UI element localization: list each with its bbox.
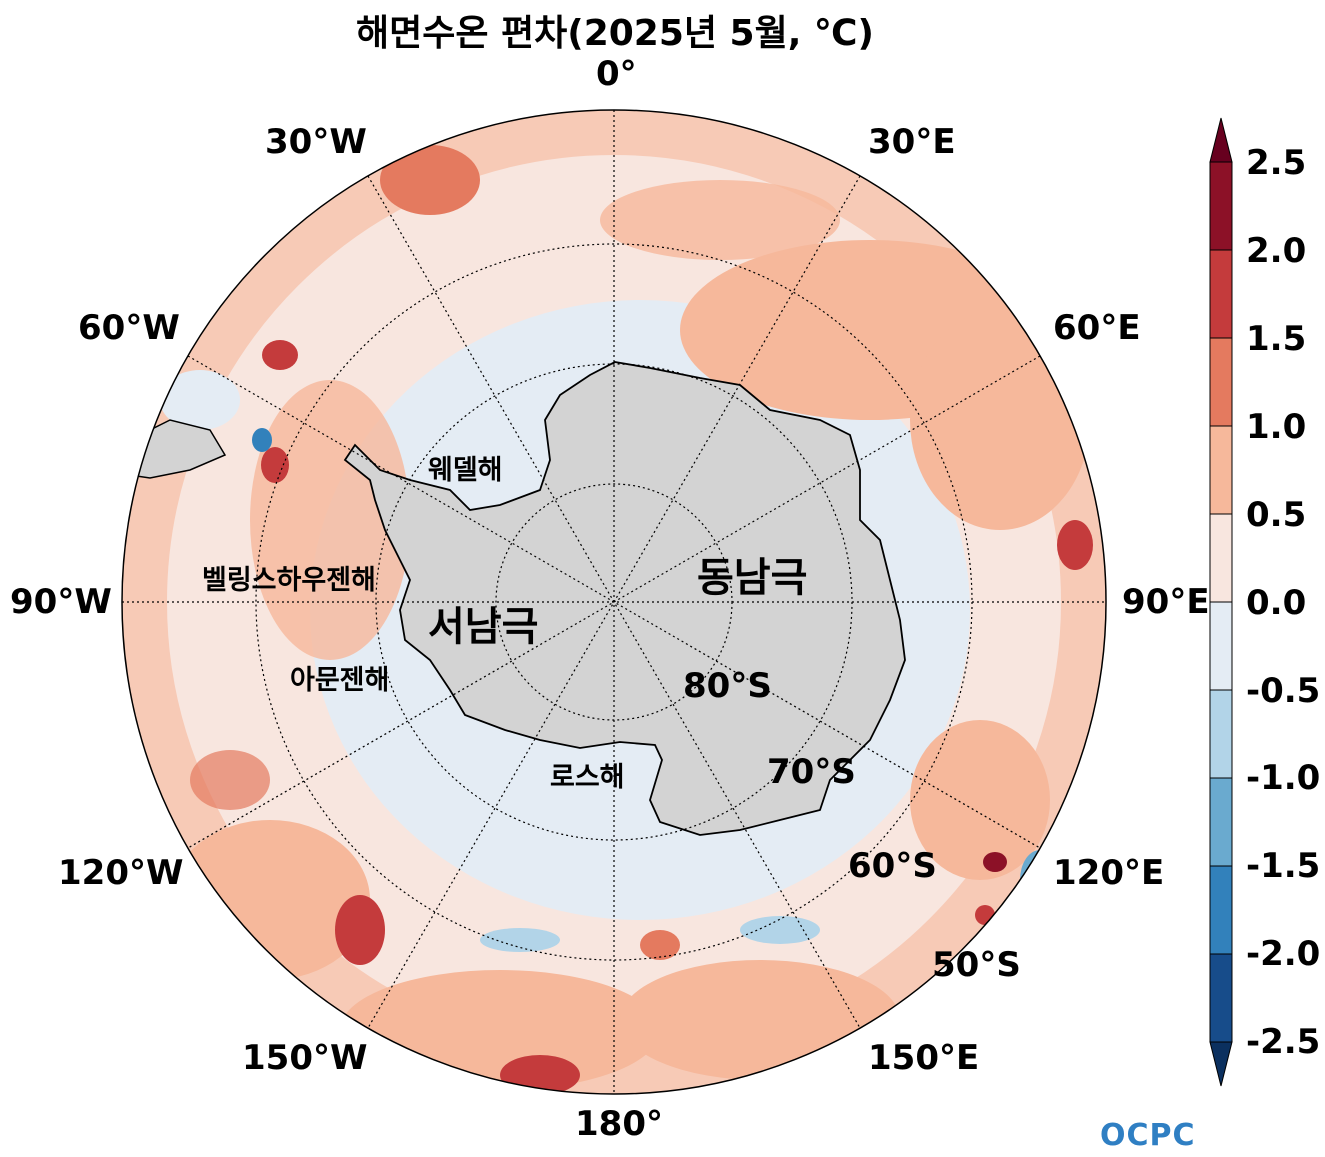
lat-label-50s: 50°S <box>932 945 1021 985</box>
lon-label-180: 180° <box>575 1104 663 1144</box>
weddell-sea-label: 웨델해 <box>428 455 503 486</box>
colorbar-bin <box>1209 777 1233 867</box>
colorbar <box>1209 117 1233 1087</box>
colorbar-tick: 1.5 <box>1246 319 1307 359</box>
antarctica-land <box>343 361 906 836</box>
ocpc-logo: OCPC <box>1100 1118 1196 1153</box>
colorbar-bin <box>1209 689 1233 779</box>
lat-label-70s: 70°S <box>767 752 856 792</box>
colorbar-bin <box>1209 953 1233 1043</box>
lon-label-60e: 60°E <box>1053 308 1141 348</box>
colorbar-tick: -2.5 <box>1246 1022 1321 1062</box>
polar-map <box>121 109 1107 1095</box>
colorbar-bin <box>1209 601 1233 691</box>
lon-label-90e: 90°E <box>1122 582 1210 622</box>
amundsen-sea-label: 아문젠해 <box>290 665 390 696</box>
lon-label-90w: 90°W <box>10 582 112 622</box>
lat-label-80s: 80°S <box>683 666 772 706</box>
colorbar-tick: 0.0 <box>1246 583 1307 623</box>
lon-label-30w: 30°W <box>265 122 367 162</box>
colorbar-tick: -2.0 <box>1246 934 1321 974</box>
ross-sea-label: 로스해 <box>550 762 625 793</box>
colorbar-tick: 2.5 <box>1246 143 1307 183</box>
bellingshausen-sea-label: 벨링스하우젠해 <box>202 565 376 596</box>
colorbar-tick: -1.0 <box>1246 758 1321 798</box>
lon-label-120e: 120°E <box>1053 853 1165 893</box>
lon-label-120w: 120°W <box>58 853 184 893</box>
colorbar-bin <box>1209 425 1233 515</box>
colorbar-bin <box>1209 513 1233 603</box>
colorbar-extend-min <box>1209 1041 1233 1087</box>
colorbar-tick: -0.5 <box>1246 671 1321 711</box>
colorbar-tick: -1.5 <box>1246 846 1321 886</box>
lat-label-60s: 60°S <box>848 846 937 886</box>
colorbar-tick: 0.5 <box>1246 495 1307 535</box>
lon-label-60w: 60°W <box>78 308 180 348</box>
east-antarctica-label: 동남극 <box>697 555 808 601</box>
colorbar-tick: 2.0 <box>1246 231 1307 271</box>
map-boundary <box>121 109 1107 1095</box>
lon-label-30e: 30°E <box>868 122 956 162</box>
lon-label-150e: 150°E <box>868 1038 980 1078</box>
colorbar-bin <box>1209 249 1233 339</box>
colorbar-bin <box>1209 337 1233 427</box>
colorbar-tick: 1.0 <box>1246 407 1307 447</box>
west-antarctica-label: 서남극 <box>428 604 539 650</box>
lon-label-150w: 150°W <box>242 1038 368 1078</box>
colorbar-bin <box>1209 865 1233 955</box>
map-title: 해면수온 편차(2025년 5월, ℃) <box>356 13 874 54</box>
graticule <box>122 110 1106 1094</box>
lon-label-0: 0° <box>596 54 637 94</box>
colorbar-bin <box>1209 161 1233 251</box>
colorbar-extend-max <box>1209 117 1233 163</box>
